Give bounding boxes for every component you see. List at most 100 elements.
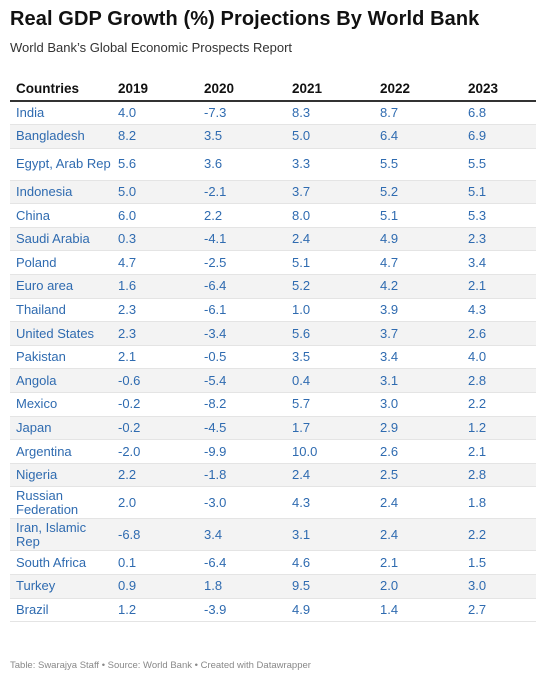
header-row: Countries 2019 2020 2021 2022 2023 <box>10 76 536 102</box>
table-row: China 6.0 2.2 8.0 5.1 5.3 <box>10 203 536 228</box>
chart-subtitle: World Bank’s Global Economic Prospects R… <box>10 40 293 55</box>
value-cell: 4.7 <box>112 250 198 276</box>
value-cell: 2.2 <box>462 518 536 552</box>
value-cell: 8.2 <box>112 124 198 149</box>
country-cell: United States <box>10 321 112 346</box>
value-cell: 2.2 <box>198 203 286 228</box>
country-cell: Pakistan <box>10 345 112 370</box>
value-cell: 4.3 <box>286 486 374 520</box>
value-cell: 3.4 <box>198 518 286 552</box>
value-cell: 2.1 <box>374 550 462 575</box>
country-cell: Argentina <box>10 439 112 464</box>
value-cell: 1.2 <box>112 598 198 623</box>
table-row: Iran, Islamic Rep -6.8 3.4 3.1 2.4 2.2 <box>10 518 536 552</box>
value-cell: 2.4 <box>374 518 462 552</box>
value-cell: -0.2 <box>112 392 198 417</box>
value-cell: 3.7 <box>374 321 462 346</box>
country-cell: Indonesia <box>10 180 112 205</box>
value-cell: 10.0 <box>286 439 374 464</box>
value-cell: 2.9 <box>374 416 462 441</box>
country-cell: Euro area <box>10 274 112 299</box>
value-cell: 0.9 <box>112 574 198 599</box>
value-cell: -5.4 <box>198 368 286 394</box>
value-cell: -2.0 <box>112 439 198 464</box>
value-cell: -3.4 <box>198 321 286 346</box>
value-cell: 1.7 <box>286 416 374 441</box>
value-cell: 0.3 <box>112 227 198 252</box>
column-header-countries: Countries <box>10 76 112 102</box>
value-cell: 5.6 <box>286 321 374 346</box>
value-cell: 0.1 <box>112 550 198 575</box>
table-row: Argentina -2.0 -9.9 10.0 2.6 2.1 <box>10 439 536 464</box>
value-cell: 2.3 <box>112 298 198 323</box>
value-cell: 2.6 <box>374 439 462 464</box>
table-row: Poland 4.7 -2.5 5.1 4.7 3.4 <box>10 250 536 276</box>
value-cell: 2.4 <box>374 486 462 520</box>
value-cell: 5.1 <box>286 250 374 276</box>
value-cell: 6.4 <box>374 124 462 149</box>
country-cell: China <box>10 203 112 228</box>
value-cell: -1.8 <box>198 463 286 488</box>
country-cell: Egypt, Arab Rep <box>10 148 112 181</box>
value-cell: 3.0 <box>462 574 536 599</box>
country-cell: Bangladesh <box>10 124 112 149</box>
country-cell: India <box>10 101 112 126</box>
value-cell: 2.4 <box>286 463 374 488</box>
column-header-2022: 2022 <box>374 76 462 102</box>
value-cell: 5.7 <box>286 392 374 417</box>
value-cell: 2.4 <box>286 227 374 252</box>
value-cell: 2.1 <box>462 439 536 464</box>
value-cell: 5.1 <box>462 180 536 205</box>
value-cell: -6.8 <box>112 518 198 552</box>
value-cell: 1.0 <box>286 298 374 323</box>
country-cell: Turkey <box>10 574 112 599</box>
value-cell: 5.2 <box>286 274 374 299</box>
gdp-table: Countries 2019 2020 2021 2022 2023 India 4.0 -7… <box>10 76 536 623</box>
value-cell: 4.3 <box>462 298 536 323</box>
column-header-2021: 2021 <box>286 76 374 102</box>
value-cell: -4.5 <box>198 416 286 441</box>
value-cell: 8.7 <box>374 101 462 126</box>
table-row: Egypt, Arab Rep 5.6 3.6 3.3 5.5 5.5 <box>10 148 536 181</box>
value-cell: 2.5 <box>374 463 462 488</box>
table-row: Turkey 0.9 1.8 9.5 2.0 3.0 <box>10 574 536 599</box>
table-header: Countries 2019 2020 2021 2022 2023 <box>10 76 536 102</box>
country-cell: Nigeria <box>10 463 112 488</box>
value-cell: 4.0 <box>112 101 198 126</box>
value-cell: -3.9 <box>198 598 286 623</box>
country-cell: Thailand <box>10 298 112 323</box>
value-cell: 5.0 <box>112 180 198 205</box>
value-cell: 1.8 <box>462 486 536 520</box>
value-cell: -7.3 <box>198 101 286 126</box>
value-cell: -0.2 <box>112 416 198 441</box>
value-cell: -8.2 <box>198 392 286 417</box>
value-cell: -0.6 <box>112 368 198 394</box>
table-row: Brazil 1.2 -3.9 4.9 1.4 2.7 <box>10 598 536 623</box>
value-cell: -6.1 <box>198 298 286 323</box>
value-cell: -3.0 <box>198 486 286 520</box>
value-cell: 4.0 <box>462 345 536 370</box>
country-cell: Brazil <box>10 598 112 623</box>
value-cell: 2.1 <box>112 345 198 370</box>
value-cell: 3.5 <box>198 124 286 149</box>
value-cell: 6.9 <box>462 124 536 149</box>
value-cell: 2.8 <box>462 463 536 488</box>
country-cell: Russian Federation <box>10 486 112 520</box>
table-row: United States 2.3 -3.4 5.6 3.7 2.6 <box>10 321 536 346</box>
value-cell: 3.1 <box>286 518 374 552</box>
country-cell: Saudi Arabia <box>10 227 112 252</box>
table-row: Euro area 1.6 -6.4 5.2 4.2 2.1 <box>10 274 536 299</box>
table-row: Japan -0.2 -4.5 1.7 2.9 1.2 <box>10 416 536 441</box>
value-cell: 1.6 <box>112 274 198 299</box>
value-cell: 5.5 <box>374 148 462 181</box>
value-cell: 5.1 <box>374 203 462 228</box>
value-cell: 5.3 <box>462 203 536 228</box>
table-row: Bangladesh 8.2 3.5 5.0 6.4 6.9 <box>10 124 536 149</box>
value-cell: 1.5 <box>462 550 536 575</box>
value-cell: 2.0 <box>112 486 198 520</box>
value-cell: 4.6 <box>286 550 374 575</box>
value-cell: 0.4 <box>286 368 374 394</box>
table-row: Mexico -0.2 -8.2 5.7 3.0 2.2 <box>10 392 536 417</box>
value-cell: 2.8 <box>462 368 536 394</box>
